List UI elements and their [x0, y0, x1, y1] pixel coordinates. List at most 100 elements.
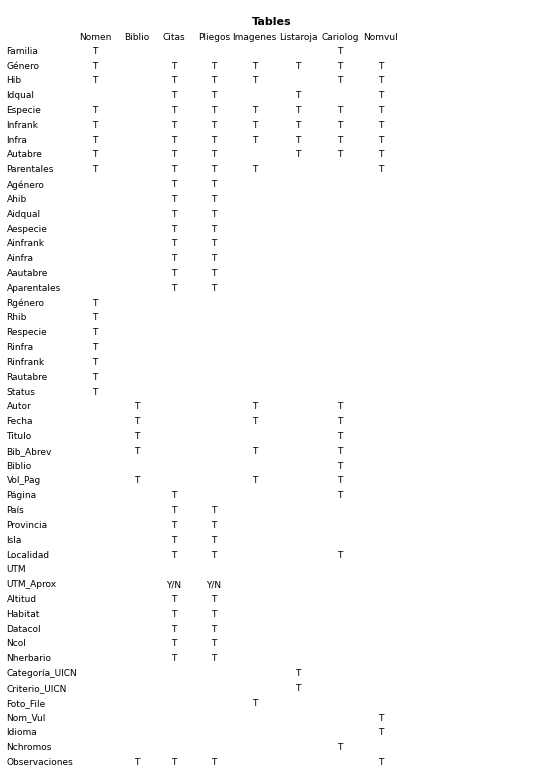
Text: Infrank: Infrank	[7, 121, 39, 130]
Text: T: T	[171, 551, 177, 559]
Text: Nomen: Nomen	[79, 33, 112, 42]
Text: Biblio: Biblio	[7, 462, 32, 471]
Text: T: T	[337, 432, 343, 441]
Text: T: T	[134, 432, 140, 441]
Text: T: T	[92, 76, 98, 86]
Text: T: T	[171, 506, 177, 515]
Text: T: T	[337, 743, 343, 753]
Text: Y/N: Y/N	[206, 580, 221, 589]
Text: T: T	[211, 76, 217, 86]
Text: T: T	[211, 269, 217, 278]
Text: Categoría_UICN: Categoría_UICN	[7, 669, 77, 678]
Text: T: T	[171, 254, 177, 263]
Text: T: T	[295, 669, 301, 678]
Text: T: T	[252, 136, 257, 145]
Text: Autabre: Autabre	[7, 150, 42, 160]
Text: Biblio: Biblio	[125, 33, 150, 42]
Text: Aespecie: Aespecie	[7, 224, 47, 234]
Text: T: T	[337, 418, 343, 426]
Text: T: T	[295, 121, 301, 130]
Text: Listaroja: Listaroja	[279, 33, 317, 42]
Text: T: T	[252, 402, 257, 411]
Text: Rgénero: Rgénero	[7, 298, 45, 308]
Text: T: T	[211, 62, 217, 71]
Text: T: T	[211, 224, 217, 234]
Text: Nom_Vul: Nom_Vul	[7, 714, 46, 722]
Text: Nherbario: Nherbario	[7, 654, 52, 663]
Text: T: T	[171, 758, 177, 767]
Text: Bib_Abrev: Bib_Abrev	[7, 447, 52, 456]
Text: T: T	[378, 728, 384, 737]
Text: Género: Género	[7, 62, 40, 71]
Text: T: T	[171, 150, 177, 160]
Text: T: T	[92, 298, 98, 308]
Text: Rautabre: Rautabre	[7, 372, 48, 382]
Text: T: T	[211, 284, 217, 293]
Text: T: T	[337, 106, 343, 115]
Text: T: T	[171, 239, 177, 249]
Text: Aparentales: Aparentales	[7, 284, 61, 293]
Text: Titulo: Titulo	[7, 432, 32, 441]
Text: T: T	[337, 462, 343, 471]
Text: T: T	[92, 106, 98, 115]
Text: T: T	[295, 91, 301, 100]
Text: T: T	[252, 165, 257, 174]
Text: T: T	[211, 654, 217, 663]
Text: T: T	[171, 521, 177, 530]
Text: Familia: Familia	[7, 47, 39, 56]
Text: T: T	[337, 551, 343, 559]
Text: T: T	[252, 62, 257, 71]
Text: Datacol: Datacol	[7, 625, 41, 633]
Text: T: T	[211, 254, 217, 263]
Text: Idioma: Idioma	[7, 728, 38, 737]
Text: T: T	[378, 62, 384, 71]
Text: Localidad: Localidad	[7, 551, 50, 559]
Text: T: T	[171, 195, 177, 204]
Text: T: T	[337, 477, 343, 485]
Text: Y/N: Y/N	[166, 580, 182, 589]
Text: T: T	[92, 343, 98, 352]
Text: T: T	[92, 165, 98, 174]
Text: T: T	[171, 210, 177, 219]
Text: T: T	[211, 536, 217, 545]
Text: T: T	[211, 106, 217, 115]
Text: T: T	[378, 714, 384, 722]
Text: T: T	[337, 492, 343, 500]
Text: T: T	[295, 62, 301, 71]
Text: T: T	[171, 284, 177, 293]
Text: Provincia: Provincia	[7, 521, 48, 530]
Text: T: T	[252, 106, 257, 115]
Text: Isla: Isla	[7, 536, 22, 545]
Text: Fecha: Fecha	[7, 418, 33, 426]
Text: Rinfra: Rinfra	[7, 343, 34, 352]
Text: T: T	[337, 150, 343, 160]
Text: T: T	[92, 47, 98, 56]
Text: Imagenes: Imagenes	[232, 33, 277, 42]
Text: T: T	[211, 239, 217, 249]
Text: T: T	[171, 640, 177, 648]
Text: T: T	[211, 165, 217, 174]
Text: Ainfra: Ainfra	[7, 254, 34, 263]
Text: T: T	[92, 136, 98, 145]
Text: T: T	[211, 595, 217, 604]
Text: T: T	[252, 418, 257, 426]
Text: T: T	[171, 595, 177, 604]
Text: Vol_Pag: Vol_Pag	[7, 477, 41, 485]
Text: T: T	[378, 121, 384, 130]
Text: Página: Página	[7, 492, 36, 500]
Text: T: T	[378, 136, 384, 145]
Text: T: T	[337, 76, 343, 86]
Text: T: T	[134, 477, 140, 485]
Text: Observaciones: Observaciones	[7, 758, 73, 767]
Text: T: T	[171, 76, 177, 86]
Text: T: T	[211, 195, 217, 204]
Text: T: T	[337, 47, 343, 56]
Text: T: T	[211, 551, 217, 559]
Text: Rhib: Rhib	[7, 313, 27, 323]
Text: T: T	[211, 610, 217, 619]
Text: T: T	[252, 76, 257, 86]
Text: Nomvul: Nomvul	[363, 33, 398, 42]
Text: T: T	[378, 758, 384, 767]
Text: T: T	[171, 269, 177, 278]
Text: T: T	[252, 699, 257, 707]
